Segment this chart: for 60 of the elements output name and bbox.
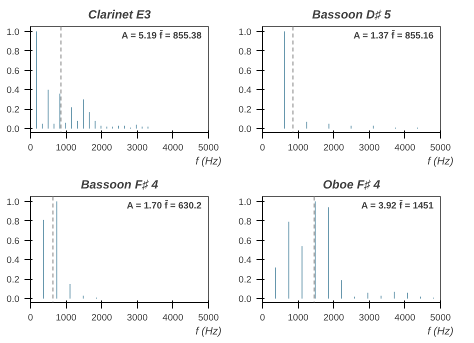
y-tick-label: 0.4 [6,85,20,96]
x-tick-label: 2000 [323,142,344,152]
y-tick-label: 1.0 [238,26,252,37]
x-tick-label: 0 [28,142,34,152]
y-tick-label: 1.0 [238,196,252,207]
x-tick-label: 5000 [430,312,451,322]
x-tick-label: 1000 [56,312,76,322]
y-tick-label: 0.6 [238,66,252,76]
y-tick-label: 0.0 [238,124,252,134]
x-axis-title: f (Hz) [427,326,454,338]
x-tick-label: 3000 [358,312,380,322]
y-tick-label: 0.0 [6,124,20,134]
x-tick-label: 3000 [126,312,148,322]
y-tick-label: 1.0 [6,196,20,207]
y-tick-label: 0.8 [6,46,20,56]
y-tick-label: 0.8 [238,216,252,226]
chart-title: Bassoon F♯ 4 [80,178,158,192]
chart-title: Bassoon D♯ 5 [312,8,392,22]
x-tick-label: 0 [260,312,266,322]
x-axis-title: f (Hz) [427,156,454,168]
x-tick-label: 3000 [126,142,148,152]
x-tick-label: 1000 [288,142,308,152]
x-tick-label: 2000 [91,142,112,152]
x-axis-title: f (Hz) [195,326,222,338]
x-tick-label: 0 [28,312,34,322]
x-tick-label: 2000 [91,312,112,322]
x-tick-label: 5000 [198,312,219,322]
y-tick-label: 0.2 [6,274,20,285]
y-tick-label: 0.8 [6,216,20,226]
x-tick-label: 4000 [162,142,184,152]
y-tick-label: 0.6 [6,66,20,76]
x-tick-label: 3000 [358,142,380,152]
y-tick-label: 0.2 [238,274,252,285]
chart-title: Clarinet E3 [88,8,152,22]
x-tick-label: 2000 [323,312,344,322]
y-tick-label: 0.4 [238,85,252,96]
x-tick-label: 1000 [288,312,308,322]
y-tick-label: 1.0 [6,26,20,37]
annotation: A = 3.92 f̄ = 1451 [361,200,434,210]
x-tick-label: 4000 [162,312,184,322]
y-tick-label: 0.2 [238,104,252,115]
x-tick-label: 4000 [394,312,416,322]
chart-title: Oboe F♯ 4 [322,178,380,192]
annotation: A = 1.37 f̄ = 855.16 [354,30,434,40]
x-tick-label: 5000 [198,142,219,152]
y-tick-label: 0.0 [6,294,20,304]
y-tick-label: 0.4 [238,255,252,266]
y-tick-label: 0.6 [238,236,252,246]
x-tick-label: 4000 [394,142,416,152]
y-tick-label: 0.2 [6,104,20,115]
annotation: A = 5.19 f̄ = 855.38 [122,30,202,40]
annotation: A = 1.70 f̄ = 630.2 [126,200,202,210]
x-tick-label: 0 [260,142,266,152]
x-tick-label: 1000 [56,142,76,152]
x-axis-title: f (Hz) [195,156,222,168]
y-tick-label: 0.8 [238,46,252,56]
x-tick-label: 5000 [430,142,451,152]
y-tick-label: 0.0 [238,294,252,304]
y-tick-label: 0.6 [6,236,20,246]
y-tick-label: 0.4 [6,255,20,266]
